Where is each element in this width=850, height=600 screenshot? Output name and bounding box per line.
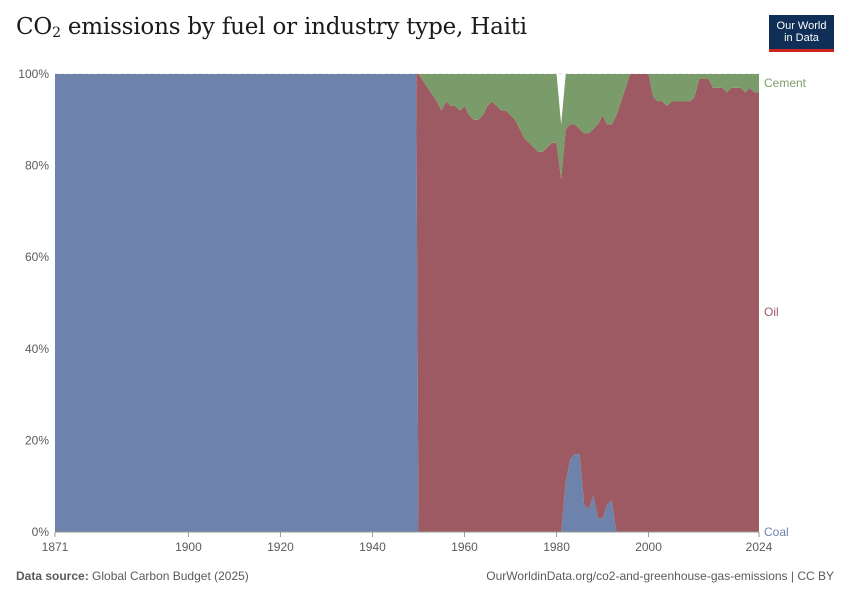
x-tick-label: 2024 xyxy=(746,540,773,554)
area-coal[interactable] xyxy=(55,74,759,532)
x-tick-label: 1940 xyxy=(359,540,386,554)
y-tick-label: 20% xyxy=(25,433,49,447)
areas xyxy=(55,74,759,532)
x-tick-label: 1920 xyxy=(267,540,294,554)
series-label-coal[interactable]: Coal xyxy=(764,525,789,539)
x-tick-label: 1980 xyxy=(543,540,570,554)
data-source: Data source: Global Carbon Budget (2025) xyxy=(16,569,249,583)
x-tick-label: 1960 xyxy=(451,540,478,554)
owid-logo[interactable]: Our World in Data xyxy=(769,15,834,52)
x-axis: 1871 1900 1920 1940 1960 1980 2000 2024 xyxy=(42,531,773,554)
data-source-label: Data source: xyxy=(16,569,89,583)
data-source-value: Global Carbon Budget (2025) xyxy=(88,569,249,583)
area-oil[interactable] xyxy=(55,74,759,532)
y-tick-label: 60% xyxy=(25,250,49,264)
x-tick-label: 1871 xyxy=(42,540,69,554)
source-url-link[interactable]: OurWorldinData.org/co2-and-greenhouse-ga… xyxy=(486,569,834,583)
page-title: CO2 emissions by fuel or industry type, … xyxy=(16,14,527,41)
y-tick-label: 0% xyxy=(32,525,50,539)
area-cement[interactable] xyxy=(55,74,759,180)
y-tick-label: 40% xyxy=(25,342,49,356)
y-axis: 0% 20% 40% 60% 80% 100% xyxy=(18,67,49,539)
y-tick-label: 100% xyxy=(18,67,49,81)
title-subscript: 2 xyxy=(52,25,61,41)
logo-line-1: Our World xyxy=(776,20,827,32)
series-labels: Coal Oil Cement xyxy=(764,76,807,539)
x-tick-label: 2000 xyxy=(635,540,662,554)
series-label-oil[interactable]: Oil xyxy=(764,305,779,319)
x-tick-label: 1900 xyxy=(175,540,202,554)
series-label-cement[interactable]: Cement xyxy=(764,76,807,90)
logo-line-2: in Data xyxy=(784,32,819,44)
y-tick-label: 80% xyxy=(25,159,49,173)
